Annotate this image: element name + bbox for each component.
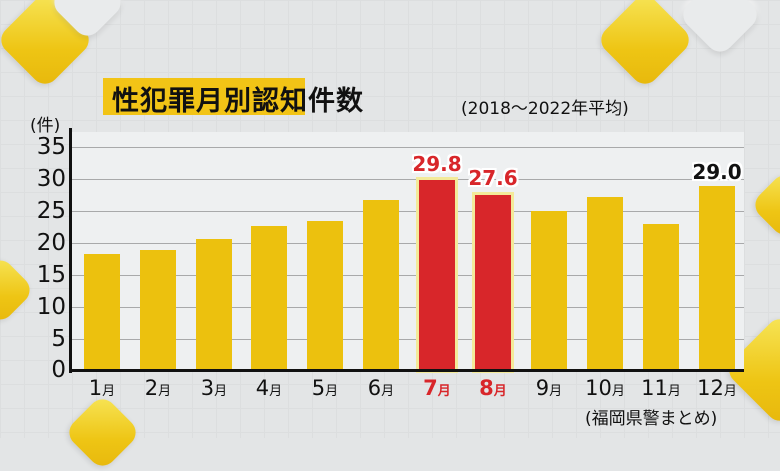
gridline — [72, 243, 744, 244]
x-label-oct: 10月 — [585, 376, 625, 400]
plot-area — [71, 132, 744, 371]
gridline — [72, 339, 744, 340]
gridline — [72, 211, 744, 212]
x-label-may: 5月 — [311, 376, 339, 400]
data-label-aug: 27.6 — [468, 166, 518, 190]
y-axis-line — [69, 128, 72, 373]
y-tick: 10 — [36, 294, 66, 320]
bar-feb — [140, 250, 176, 370]
bar-mar — [196, 239, 232, 370]
bar-jul — [416, 177, 458, 373]
y-tick: 15 — [36, 262, 66, 288]
y-tick: 30 — [36, 166, 66, 192]
x-label-dec: 12月 — [697, 376, 737, 400]
gridline — [72, 307, 744, 308]
y-axis-unit: (件) — [30, 116, 61, 136]
gridline — [72, 179, 744, 180]
source-note: (福岡県警まとめ) — [585, 409, 718, 429]
data-label-dec: 29.0 — [692, 160, 742, 184]
gridline — [72, 147, 744, 148]
bar-nov — [643, 224, 679, 370]
bar-may — [307, 221, 343, 370]
x-label-jul: 7月 — [423, 376, 451, 400]
title-highlight — [103, 78, 305, 115]
data-label-jul: 29.8 — [412, 152, 462, 176]
x-label-jun: 6月 — [367, 376, 395, 400]
bar-apr — [251, 226, 287, 370]
x-label-feb: 2月 — [144, 376, 172, 400]
x-label-sep: 9月 — [535, 376, 563, 400]
y-tick: 5 — [51, 326, 66, 352]
x-label-jan: 1月 — [88, 376, 116, 400]
chart-title: 性犯罪月別認知件数 — [112, 86, 364, 117]
chart-subtitle: (2018～2022年平均) — [461, 99, 629, 119]
y-tick: 0 — [51, 357, 66, 383]
bar-sep — [531, 211, 567, 370]
bar-oct — [587, 197, 623, 370]
y-tick: 35 — [36, 134, 66, 160]
bar-jun — [363, 200, 399, 370]
x-label-nov: 11月 — [641, 376, 681, 400]
x-label-apr: 4月 — [255, 376, 283, 400]
x-label-mar: 3月 — [200, 376, 228, 400]
y-tick: 25 — [36, 198, 66, 224]
gridline — [72, 275, 744, 276]
x-axis-line — [69, 369, 744, 372]
y-tick: 20 — [36, 230, 66, 256]
bar-jan — [84, 254, 120, 370]
bar-aug — [472, 192, 514, 373]
x-label-aug: 8月 — [479, 376, 507, 400]
bar-dec — [699, 186, 735, 370]
